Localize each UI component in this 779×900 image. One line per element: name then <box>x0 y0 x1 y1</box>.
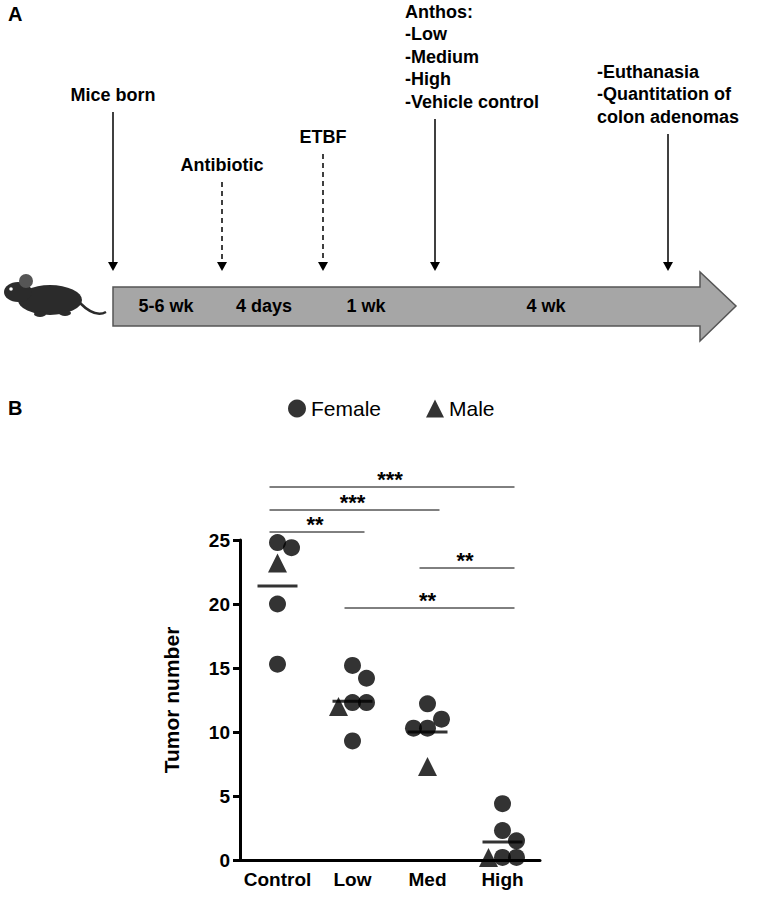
svg-text:20: 20 <box>209 594 230 615</box>
svg-text:10: 10 <box>209 722 230 743</box>
svg-text:25: 25 <box>209 530 231 551</box>
svg-text:**: ** <box>306 512 324 537</box>
svg-text:-Low: -Low <box>405 24 448 44</box>
svg-text:Male: Male <box>449 397 495 420</box>
svg-text:-Vehicle control: -Vehicle control <box>405 92 539 112</box>
svg-text:***: *** <box>377 467 403 492</box>
svg-text:A: A <box>8 3 22 25</box>
svg-text:-Euthanasia: -Euthanasia <box>597 62 700 82</box>
svg-text:ETBF: ETBF <box>300 127 347 147</box>
svg-text:5: 5 <box>219 786 230 807</box>
svg-text:**: ** <box>419 588 437 613</box>
svg-text:High: High <box>481 869 523 890</box>
svg-text:Low: Low <box>334 869 372 890</box>
svg-text:**: ** <box>456 548 474 573</box>
svg-text:15: 15 <box>209 658 231 679</box>
svg-text:B: B <box>8 397 22 419</box>
svg-text:colon adenomas: colon adenomas <box>597 107 739 127</box>
svg-text:-Medium: -Medium <box>405 47 479 67</box>
svg-text:Tumor number: Tumor number <box>160 627 183 774</box>
svg-text:1 wk: 1 wk <box>346 296 386 316</box>
svg-text:0: 0 <box>219 850 230 871</box>
svg-text:4 wk: 4 wk <box>526 296 566 316</box>
svg-text:Antibiotic: Antibiotic <box>181 155 264 175</box>
svg-text:4 days: 4 days <box>236 296 292 316</box>
svg-text:Anthos:: Anthos: <box>405 2 473 22</box>
svg-text:-High: -High <box>405 69 451 89</box>
svg-text:5-6 wk: 5-6 wk <box>138 296 194 316</box>
svg-text:***: *** <box>340 490 366 515</box>
svg-text:Control: Control <box>244 869 312 890</box>
svg-text:Female: Female <box>311 397 381 420</box>
svg-text:-Quantitation of: -Quantitation of <box>597 84 732 104</box>
svg-text:Med: Med <box>409 869 447 890</box>
svg-text:Mice born: Mice born <box>70 85 155 105</box>
